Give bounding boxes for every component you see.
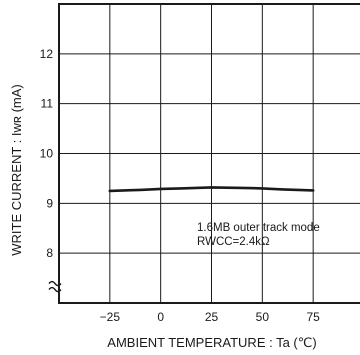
- x-tick-label: 75: [306, 310, 320, 324]
- grid: [59, 4, 360, 303]
- series-line: [108, 186, 315, 193]
- x-tick-label: 0: [157, 310, 164, 324]
- y-axis-break-mark: [48, 280, 62, 293]
- x-tick-label: 25: [205, 310, 219, 324]
- y-tick-label: 11: [41, 97, 54, 111]
- y-tick-label: 9: [46, 196, 53, 210]
- annotation-line-1: 1.6MB outer track mode: [197, 222, 320, 234]
- y-tick-label: 8: [46, 246, 53, 260]
- x-tick-label: 50: [256, 310, 270, 324]
- y-tick-label: 10: [40, 147, 54, 161]
- x-axis-label: AMBIENT TEMPERATURE : Ta (℃): [107, 335, 316, 350]
- tick-labels: −25 0 25 50 75 8 9 10 11 12: [40, 47, 321, 324]
- y-axis-label: WRITE CURRENT : Iwʀ (mA): [9, 84, 24, 255]
- plot-frame: [58, 3, 360, 304]
- y-tick-label: 12: [40, 47, 54, 61]
- x-tick-label: −25: [100, 310, 121, 324]
- annotation-line-2: RWCC=2.4kΩ: [197, 236, 270, 248]
